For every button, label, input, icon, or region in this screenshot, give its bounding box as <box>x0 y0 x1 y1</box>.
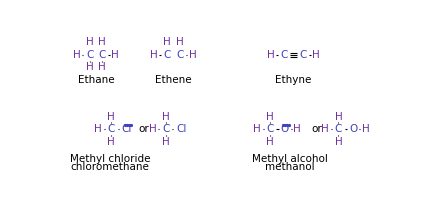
Text: H: H <box>253 124 261 134</box>
Text: Cl: Cl <box>176 124 186 134</box>
Text: C: C <box>299 50 306 60</box>
Text: H: H <box>149 124 156 134</box>
Text: H: H <box>98 62 106 72</box>
Text: H: H <box>162 137 170 147</box>
Text: H: H <box>321 124 329 134</box>
Text: or: or <box>138 124 149 134</box>
Text: H: H <box>189 50 197 60</box>
Text: or: or <box>311 124 322 134</box>
Text: C: C <box>267 124 274 134</box>
Text: H: H <box>266 137 274 147</box>
Text: C: C <box>86 50 93 60</box>
Text: methanol: methanol <box>265 162 314 172</box>
Text: H: H <box>267 50 275 60</box>
Text: Methyl chloride: Methyl chloride <box>70 154 151 164</box>
Text: C: C <box>280 50 288 60</box>
Text: C: C <box>98 50 106 60</box>
Text: H: H <box>94 124 102 134</box>
Text: C: C <box>335 124 342 134</box>
Text: H: H <box>107 137 115 147</box>
Text: H: H <box>294 124 301 134</box>
Text: H: H <box>150 50 158 60</box>
Text: H: H <box>111 50 119 60</box>
Text: chloromethane: chloromethane <box>70 162 149 172</box>
Text: H: H <box>98 37 106 47</box>
Text: H: H <box>312 50 320 60</box>
Text: H: H <box>362 124 369 134</box>
Text: Ethene: Ethene <box>155 75 192 85</box>
Text: Ethyne: Ethyne <box>275 75 312 85</box>
Text: H: H <box>334 137 343 147</box>
Text: C: C <box>176 50 183 60</box>
Text: C: C <box>162 124 169 134</box>
Text: H: H <box>107 112 115 122</box>
Text: H: H <box>86 62 94 72</box>
Text: H: H <box>334 112 343 122</box>
Text: O: O <box>281 124 289 134</box>
Text: H: H <box>176 37 184 47</box>
Text: O: O <box>349 124 357 134</box>
Text: H: H <box>86 37 94 47</box>
Text: C: C <box>108 124 115 134</box>
Text: Methyl alcohol: Methyl alcohol <box>252 154 328 164</box>
Text: Ethane: Ethane <box>78 75 114 85</box>
Text: H: H <box>162 112 170 122</box>
Text: H: H <box>72 50 81 60</box>
Text: H: H <box>266 112 274 122</box>
Text: H: H <box>163 37 171 47</box>
Text: C: C <box>164 50 171 60</box>
Text: Cl: Cl <box>122 124 132 134</box>
